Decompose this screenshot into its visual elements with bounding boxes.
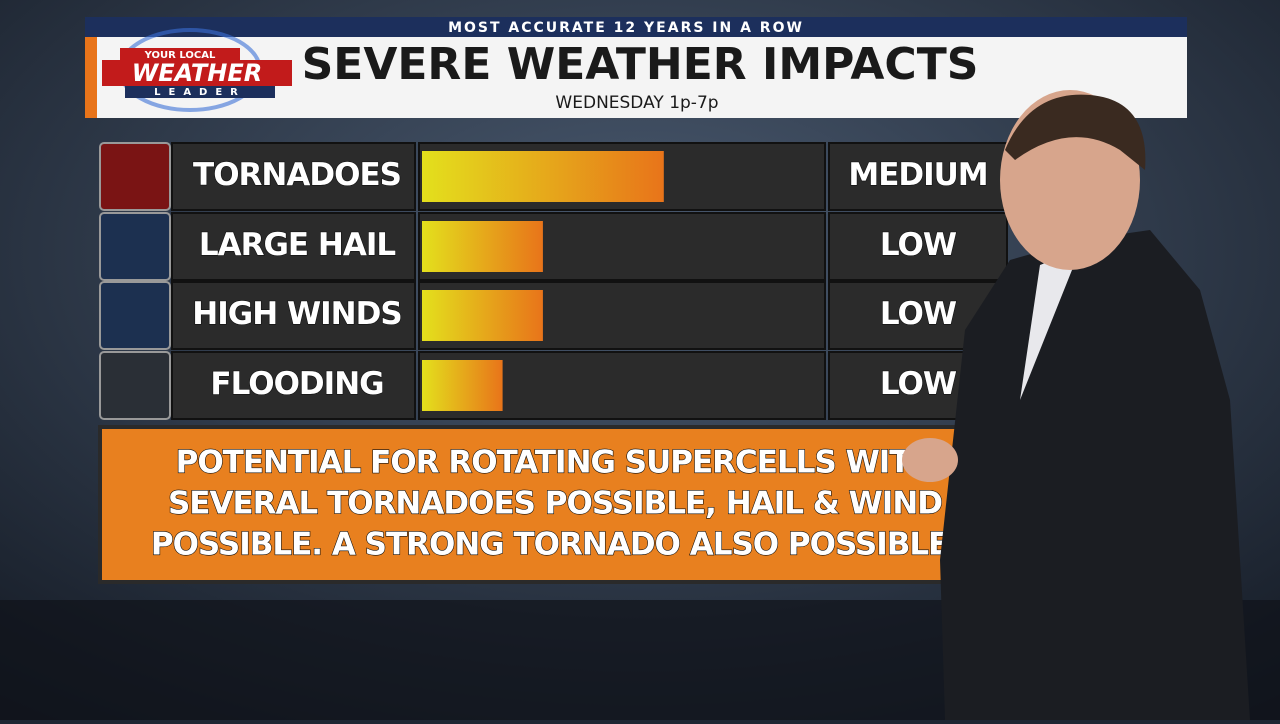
logo-bottom-box [125, 86, 275, 98]
presenter [902, 90, 1250, 720]
label-cell [171, 351, 416, 420]
label-cell [171, 281, 416, 350]
summary-line: POSSIBLE. A STRONG TORNADO ALSO POSSIBLE… [151, 527, 959, 563]
bar [422, 360, 503, 411]
chart-title: SEVERE WEATHER IMPACTS [302, 39, 979, 90]
chart-subtitle: WEDNESDAY 1p-7p [555, 93, 718, 113]
summary-text: POTENTIAL FOR ROTATING SUPERCELLS WITH SE… [150, 444, 960, 563]
logo-main: WEATHER [132, 59, 262, 87]
presenter-shirt [1020, 250, 1080, 400]
impact-rows: TORNADOES MEDIUM LARGE HAIL LOW HIGH WINDS LO… [99, 142, 1008, 420]
level-label: LOW [880, 296, 957, 332]
summary-line: SEVERAL TORNADOES POSSIBLE, HAIL & WIND [168, 486, 942, 522]
icon-box [99, 281, 171, 350]
header-accent [85, 37, 97, 118]
label-cell [171, 212, 416, 281]
presenter-suit [940, 230, 1250, 720]
bar [422, 221, 543, 272]
category-label: FLOODING [210, 366, 383, 402]
level-cell [828, 212, 1008, 281]
logo-bottom: LEADER [154, 87, 246, 98]
banner-text: MOST ACCURATE 12 YEARS IN A ROW [448, 20, 804, 36]
level-cell [828, 142, 1008, 211]
logo-top: YOUR LOCAL [144, 50, 216, 61]
category-label: HIGH WINDS [192, 296, 401, 332]
presenter-hand [902, 438, 958, 482]
bar [422, 151, 664, 202]
label-cell [171, 142, 416, 211]
category-label: TORNADOES [193, 157, 401, 193]
icon-box [99, 351, 171, 420]
level-label: LOW [880, 366, 957, 402]
presenter-hair [1005, 94, 1146, 170]
summary-line: POTENTIAL FOR ROTATING SUPERCELLS WITH [176, 445, 935, 481]
icon-box [99, 212, 171, 281]
category-label: LARGE HAIL [199, 227, 395, 263]
icon-box [99, 142, 171, 211]
level-label: LOW [880, 227, 957, 263]
summary-box [98, 425, 977, 584]
logo-top-box [120, 48, 240, 60]
bar [422, 290, 543, 341]
logo-main-box [102, 60, 292, 86]
level-label: MEDIUM [848, 157, 987, 193]
banner-bar [85, 17, 1187, 37]
